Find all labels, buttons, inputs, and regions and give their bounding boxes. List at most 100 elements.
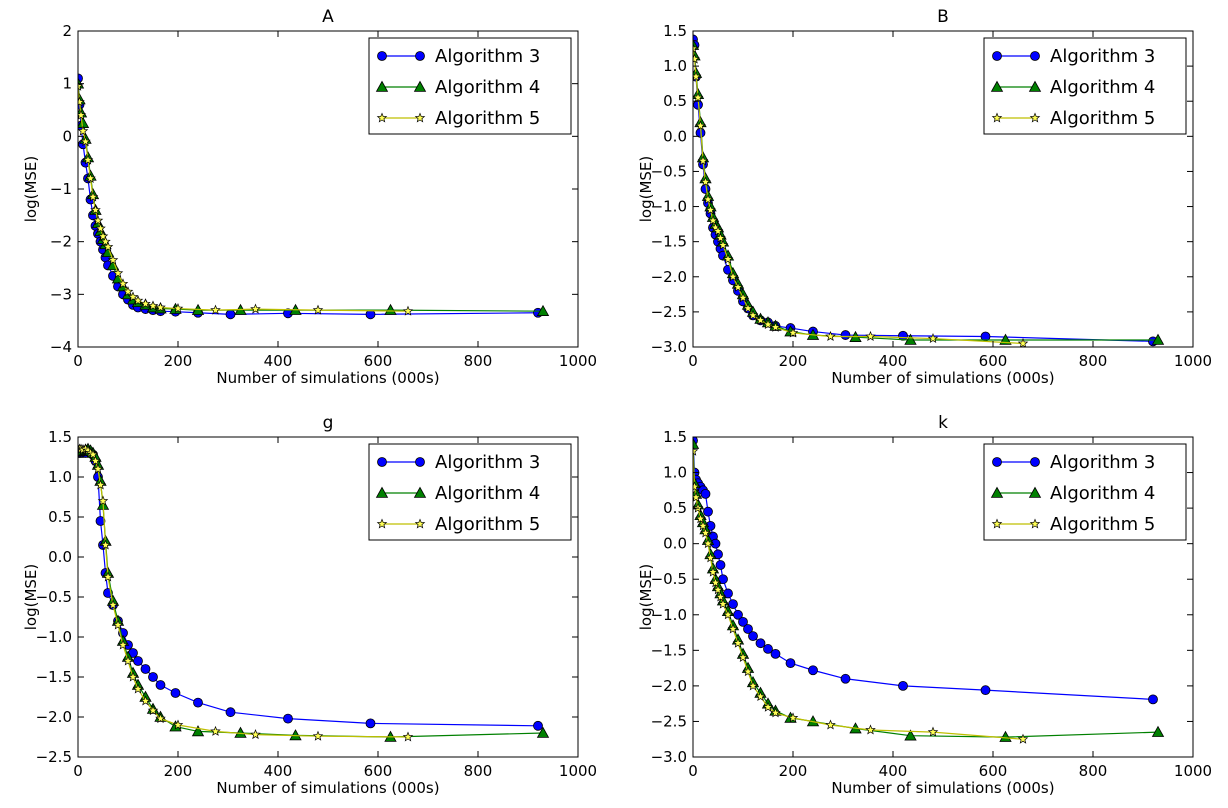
data-point: [78, 109, 87, 120]
y-tick-label: −1.0: [651, 606, 687, 624]
y-tick-label: 1: [62, 75, 72, 93]
legend-marker: [1028, 80, 1042, 92]
data-point: [715, 591, 726, 602]
legend: Algorithm 3 Algorithm 4 Algorithm 5: [368, 443, 572, 541]
data-point: [172, 719, 184, 730]
data-point: [703, 506, 713, 517]
data-point: [712, 584, 724, 595]
chart-title: A: [322, 7, 334, 27]
plot-frame: [692, 30, 1194, 348]
data-point: [102, 571, 114, 582]
y-tick-label: −2.0: [651, 677, 687, 695]
legend-label: Algorithm 3: [435, 452, 540, 473]
x-tick-label: 600: [364, 352, 393, 370]
data-point: [693, 43, 699, 54]
x-tick-label: 400: [264, 352, 293, 370]
legend-label: Algorithm 3: [435, 46, 540, 67]
chart-b: 0 200 400 600 800 1000 −3.0 −2.5 −2.0 −1.5 −1.0 −0.…: [637, 7, 1212, 387]
legend-label: Algorithm 5: [1050, 108, 1155, 129]
y-axis-label: log(MSE): [637, 156, 655, 223]
chart-title: k: [938, 413, 948, 433]
y-tick-label: 1.5: [663, 22, 687, 40]
y-tick-label: −2.5: [36, 748, 72, 766]
data-point: [117, 639, 129, 650]
data-point: [210, 304, 221, 315]
data-point: [100, 236, 111, 247]
data-point: [770, 321, 781, 332]
x-tick-label: 1000: [1174, 762, 1212, 780]
data-point: [695, 513, 706, 524]
data-point: [825, 330, 836, 341]
data-point: [712, 225, 724, 236]
y-tick-label: −3.0: [651, 748, 687, 766]
data-point: [702, 538, 714, 549]
x-axis-label: Number of simulations (000s): [216, 779, 439, 797]
data-point: [191, 725, 205, 737]
data-point: [742, 302, 754, 313]
data-point: [170, 688, 181, 698]
y-tick-label: −3: [50, 285, 72, 303]
y-tick-label: 0.5: [663, 92, 687, 110]
legend-marker: [377, 51, 387, 61]
y-tick-label: −1.0: [36, 628, 72, 646]
data-point: [705, 552, 716, 563]
y-tick-label: 0.0: [663, 535, 687, 553]
data-point: [727, 271, 739, 282]
data-point: [702, 193, 714, 205]
y-tick-label: 0.0: [48, 548, 72, 566]
data-point: [715, 232, 726, 243]
data-point: [122, 655, 134, 666]
y-tick-label: −2: [50, 233, 72, 251]
data-point: [127, 671, 139, 682]
data-point: [743, 624, 753, 634]
data-point: [722, 253, 734, 264]
x-tick-label: 800: [1079, 762, 1108, 780]
series-algorithm-3: [693, 437, 1158, 705]
y-tick-label: −1.5: [651, 233, 687, 251]
data-point: [133, 656, 143, 666]
data-point: [210, 725, 221, 736]
data-point: [234, 726, 247, 738]
data-point: [738, 616, 748, 627]
data-point: [147, 300, 159, 311]
y-tick-label: −2.0: [36, 708, 72, 726]
legend-marker: [377, 457, 387, 467]
series-line: [78, 86, 409, 312]
data-point: [92, 215, 104, 226]
legend-marker: [990, 80, 1004, 92]
legend-marker: [415, 51, 425, 61]
data-point: [927, 726, 939, 737]
data-point: [536, 304, 550, 316]
data-point: [747, 309, 759, 320]
legend-marker: [414, 112, 426, 123]
y-tick-label: −2.5: [651, 712, 687, 730]
x-tick-label: 0: [688, 352, 698, 370]
data-point: [533, 720, 543, 731]
data-point: [312, 304, 324, 315]
chart-title: B: [937, 7, 949, 27]
data-point: [770, 648, 781, 659]
data-point: [695, 120, 706, 131]
data-point: [289, 729, 302, 741]
x-tick-label: 600: [979, 352, 1008, 370]
data-point: [715, 560, 726, 570]
data-point: [365, 718, 376, 729]
data-point: [193, 697, 203, 708]
data-point: [225, 707, 236, 718]
legend: Algorithm 3 Algorithm 4 Algorithm 5: [983, 37, 1187, 135]
data-point: [904, 729, 917, 741]
data-point: [1151, 333, 1165, 345]
legend-label: Algorithm 5: [1050, 514, 1155, 535]
data-point: [693, 53, 700, 64]
data-point: [1017, 733, 1029, 744]
data-point: [693, 445, 699, 456]
chart-k: 0 200 400 600 800 1000 −3.0 −2.5 −2.0 −1.5 −1.0 −0.…: [637, 413, 1212, 797]
legend-label: Algorithm 5: [435, 108, 540, 129]
data-point: [132, 295, 144, 306]
data-point: [980, 685, 991, 696]
data-point: [898, 680, 908, 691]
data-point: [732, 281, 744, 292]
data-point: [283, 713, 293, 724]
data-point: [748, 631, 758, 642]
data-point: [90, 455, 101, 466]
